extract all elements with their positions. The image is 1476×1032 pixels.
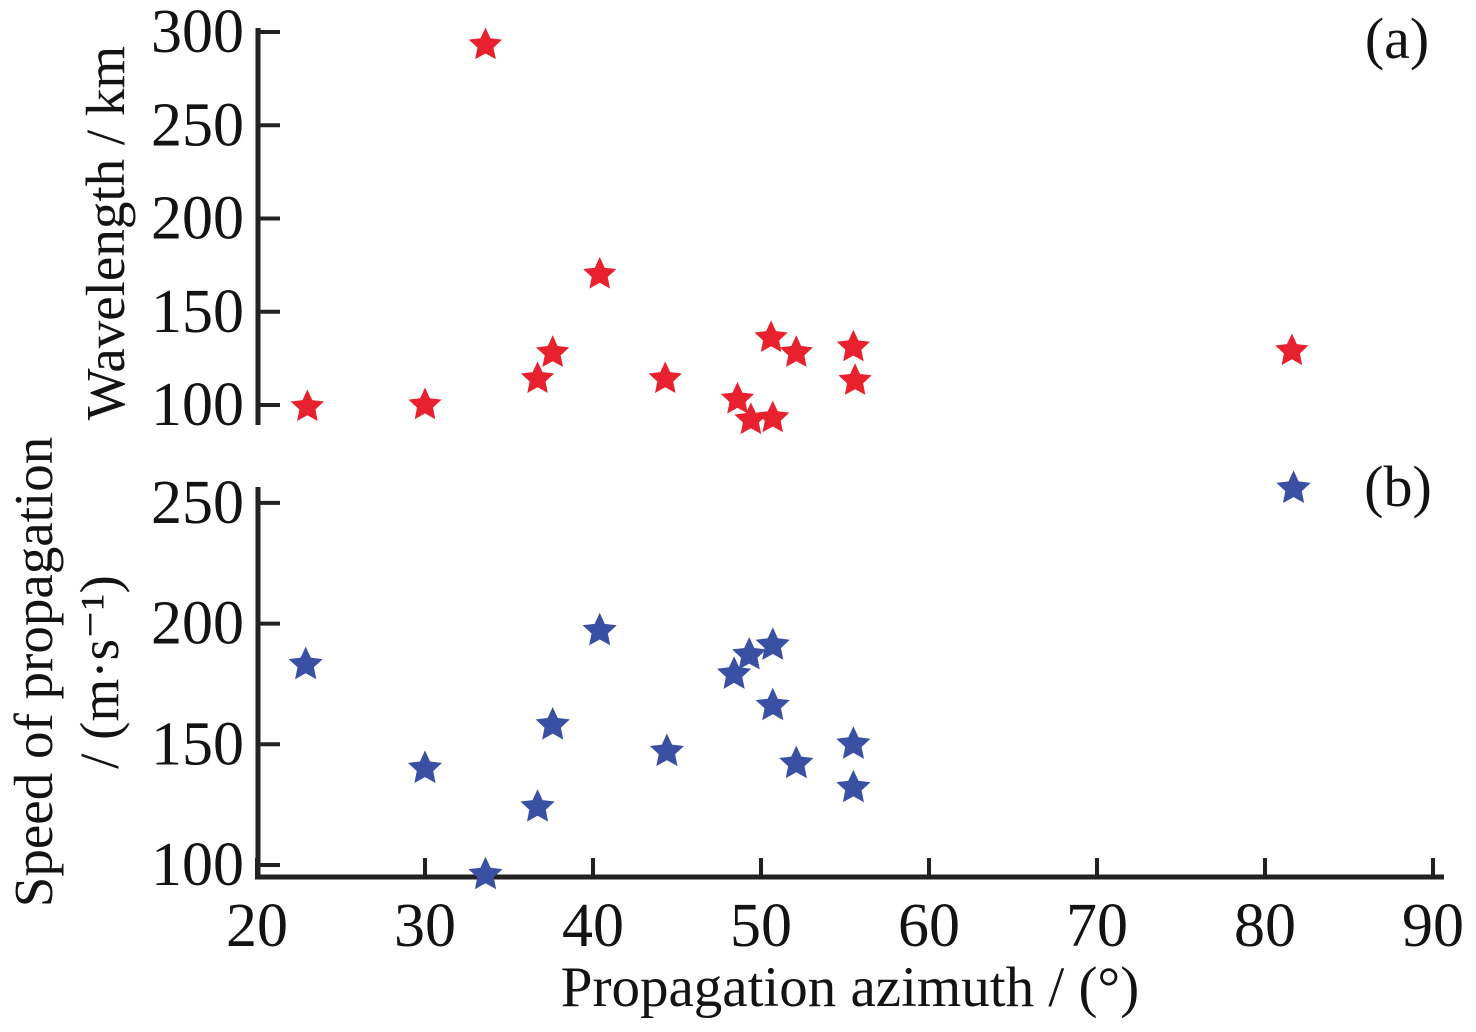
data-point-star-b (649, 733, 684, 767)
x-tick-label: 90 (1402, 892, 1464, 960)
data-point-star-b (755, 687, 790, 721)
panel-b-label: (b) (1364, 453, 1432, 519)
y-tick-label: 100 (151, 831, 244, 899)
data-point-star-b (755, 627, 790, 660)
data-point-star-b (582, 612, 617, 646)
data-point-star-a (536, 335, 570, 367)
data-point-star-a (836, 329, 870, 362)
panel-b-y-axis-title-line2: / (m·s⁻¹) (69, 575, 130, 769)
x-tick-label: 40 (562, 892, 624, 960)
data-point-star-b (732, 637, 767, 670)
data-point-star-b (520, 789, 555, 822)
y-tick-label: 200 (151, 590, 244, 658)
data-point-star-a (520, 361, 555, 393)
x-tick-label: 50 (730, 892, 792, 960)
panel-a-y-axis-title: Wavelength / km (75, 45, 136, 421)
data-point-star-a (754, 320, 788, 352)
data-point-star-a (1275, 333, 1309, 366)
data-point-star-a (756, 400, 790, 433)
data-point-star-b (407, 750, 443, 783)
data-point-star-a (734, 402, 768, 435)
y-tick-label: 100 (151, 371, 244, 439)
y-tick-label: 250 (151, 91, 244, 159)
data-point-star-b (288, 646, 323, 680)
data-point-star-a (838, 363, 872, 395)
data-point-star-b (1276, 470, 1311, 503)
panel-b-y-axis-title: Speed of propagation / (m·s⁻¹) (0, 422, 134, 922)
x-axis-title: Propagation azimuth / (°) (560, 956, 1140, 1019)
data-point-star-b (779, 745, 814, 779)
data-point-star-a (779, 335, 813, 367)
y-tick-label: 250 (151, 469, 244, 537)
y-tick-label: 300 (151, 0, 244, 66)
data-point-star-b (717, 656, 752, 689)
data-point-star-a (648, 361, 682, 393)
x-tick-label: 60 (898, 892, 960, 960)
panel-a-label: (a) (1364, 5, 1430, 71)
data-point-star-b (535, 707, 570, 740)
x-tick-label: 30 (394, 892, 456, 960)
data-point-star-b (468, 856, 503, 890)
panel-b-y-axis-title-line1: Speed of propagation (3, 436, 64, 908)
x-tick-label: 80 (1234, 892, 1296, 960)
data-point-star-b (836, 726, 871, 759)
data-point-star-a (290, 389, 324, 421)
data-point-star-a (468, 27, 503, 60)
y-tick-label: 150 (151, 710, 244, 778)
y-tick-label: 200 (151, 185, 244, 253)
data-point-star-a (583, 256, 617, 289)
data-point-star-a (720, 381, 755, 414)
x-tick-label: 70 (1066, 892, 1128, 960)
y-tick-label: 150 (151, 278, 244, 346)
data-point-star-b (836, 769, 871, 803)
x-tick-label: 20 (226, 892, 288, 960)
data-point-star-a (408, 387, 442, 420)
